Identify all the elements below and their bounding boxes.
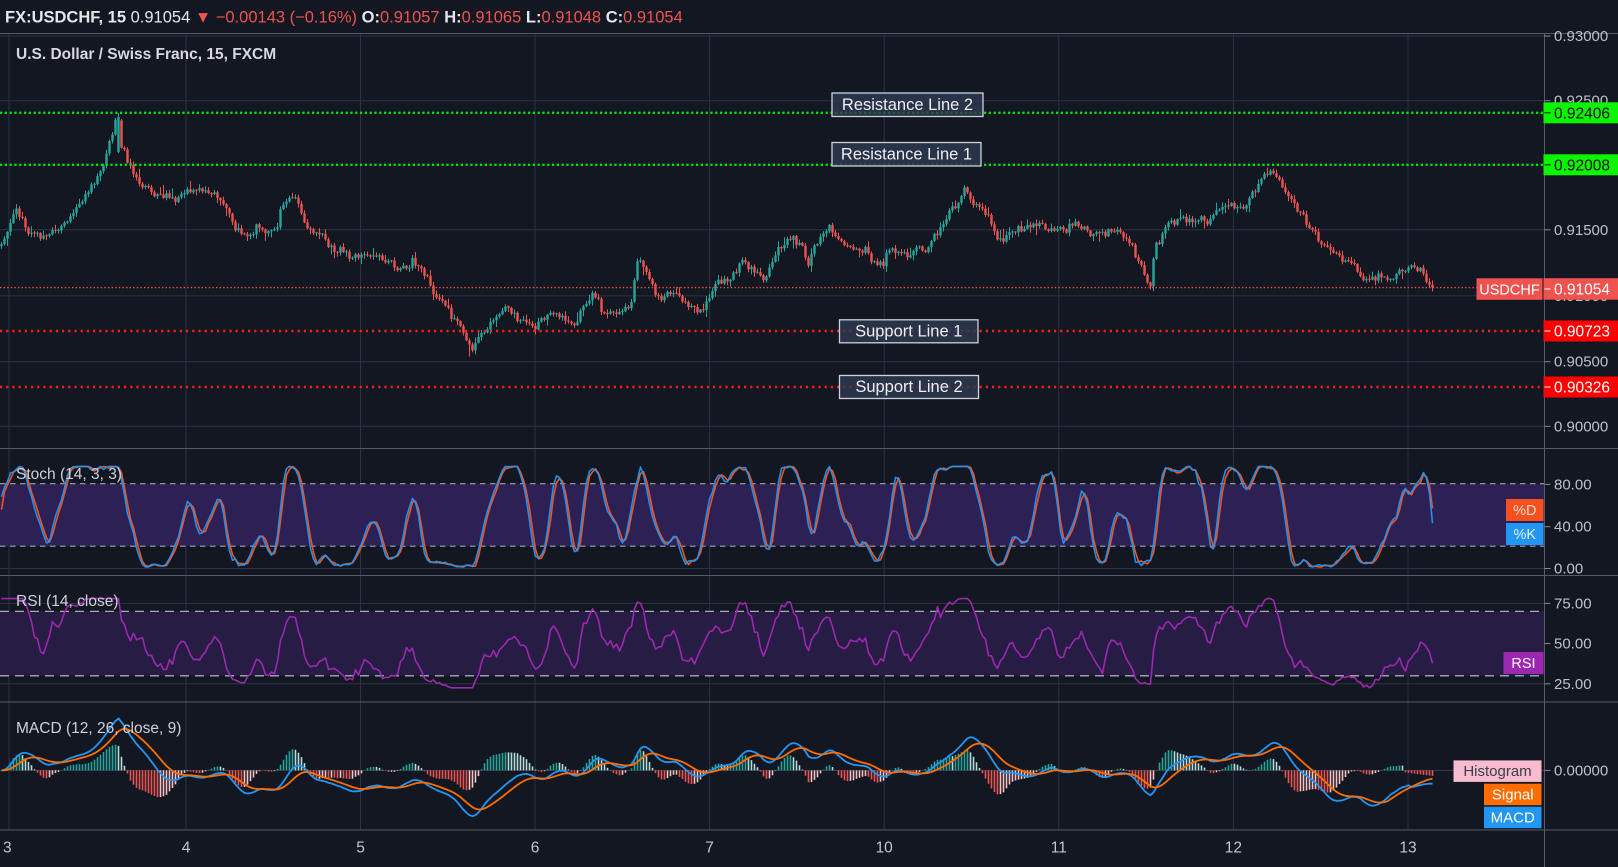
svg-text:RSI: RSI [1511,656,1535,672]
svg-text:FX:USDCHF, 15 0.91054 ▼ −0.001: FX:USDCHF, 15 0.91054 ▼ −0.00143 (−0.16%… [5,9,683,27]
svg-text:MACD (12, 26, close, 9): MACD (12, 26, close, 9) [16,720,181,737]
svg-text:0.91054: 0.91054 [1554,282,1610,299]
svg-text:Resistance Line 1: Resistance Line 1 [841,146,972,164]
svg-text:12: 12 [1225,840,1242,857]
svg-text:MACD: MACD [1491,809,1535,826]
svg-text:0.00000: 0.00000 [1554,762,1608,779]
svg-text:Stoch (14, 3, 3): Stoch (14, 3, 3) [16,466,122,483]
svg-text:11: 11 [1051,840,1067,857]
svg-text:U.S. Dollar / Swiss Franc, 15,: U.S. Dollar / Swiss Franc, 15, FXCM [16,46,276,63]
svg-text:4: 4 [182,840,191,857]
svg-text:Signal: Signal [1492,786,1534,803]
svg-text:Support Line 2: Support Line 2 [855,378,962,396]
svg-text:5: 5 [356,840,365,857]
svg-text:%K: %K [1513,527,1536,543]
svg-text:%D: %D [1513,503,1536,519]
svg-text:0.00: 0.00 [1554,561,1583,578]
svg-text:0.93000: 0.93000 [1554,28,1608,45]
svg-text:75.00: 75.00 [1554,595,1592,612]
svg-text:USDCHF: USDCHF [1479,282,1540,298]
svg-text:7: 7 [705,840,714,857]
svg-text:0.90500: 0.90500 [1554,354,1608,371]
svg-text:13: 13 [1399,840,1416,857]
svg-text:25.00: 25.00 [1554,676,1592,693]
svg-text:0.90000: 0.90000 [1554,418,1608,435]
svg-text:10: 10 [876,840,894,857]
svg-text:0.90723: 0.90723 [1554,324,1610,341]
svg-text:0.90326: 0.90326 [1554,380,1610,397]
svg-text:RSI (14, close): RSI (14, close) [16,593,119,610]
svg-text:Histogram: Histogram [1463,763,1531,780]
svg-text:Support Line 1: Support Line 1 [855,322,962,340]
svg-text:0.92008: 0.92008 [1554,157,1610,174]
svg-text:Resistance Line 2: Resistance Line 2 [842,96,973,114]
svg-text:50.00: 50.00 [1554,636,1592,653]
svg-text:40.00: 40.00 [1554,519,1592,536]
svg-text:80.00: 80.00 [1554,476,1592,493]
svg-text:3: 3 [3,840,12,857]
svg-text:0.91500: 0.91500 [1554,222,1608,239]
svg-text:6: 6 [531,840,540,857]
svg-text:0.92406: 0.92406 [1554,105,1610,122]
